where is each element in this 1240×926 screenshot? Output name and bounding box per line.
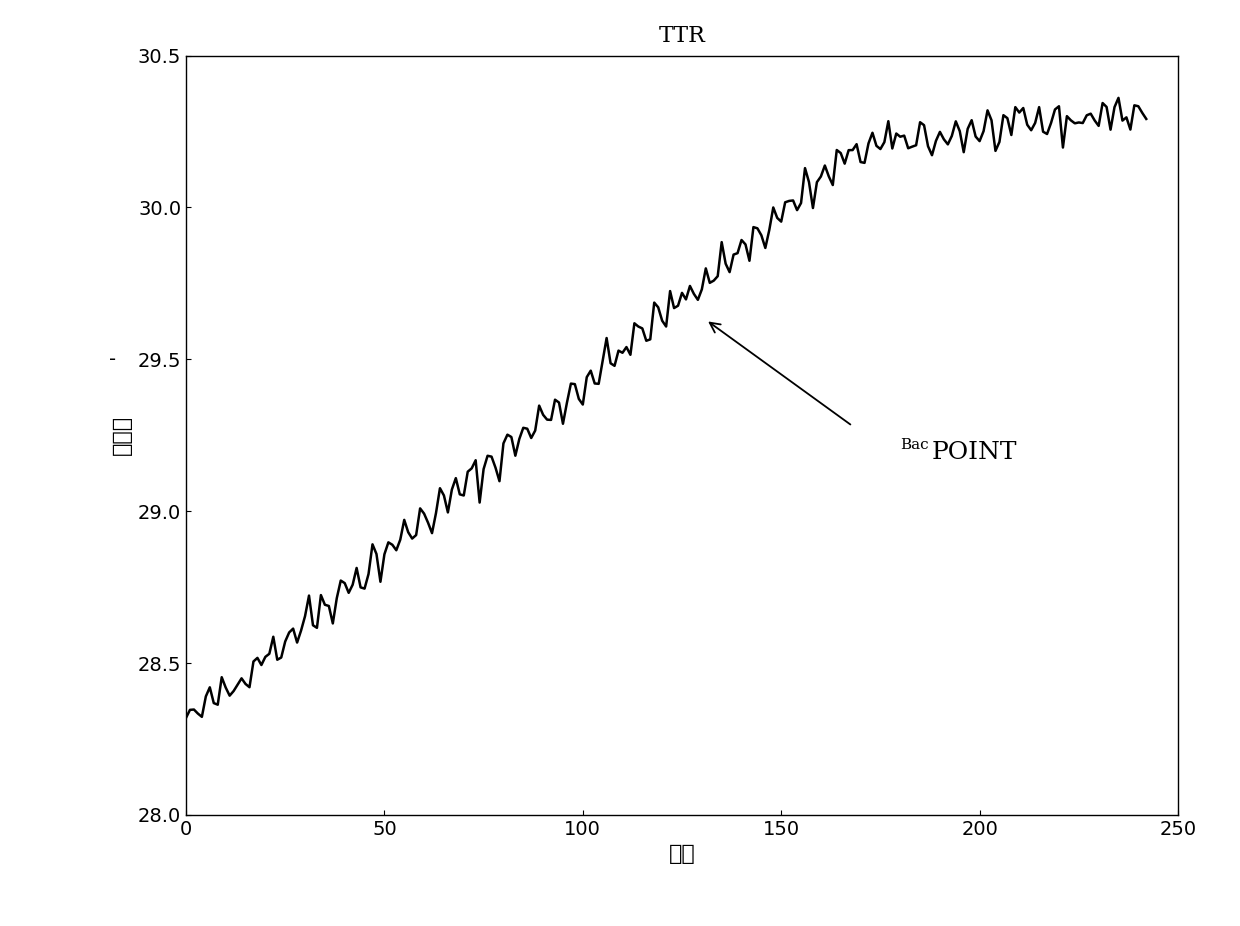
Y-axis label: 像素値: 像素値 xyxy=(112,415,133,456)
X-axis label: 帧数: 帧数 xyxy=(668,845,696,864)
Title: TTR: TTR xyxy=(658,25,706,46)
Text: Bac: Bac xyxy=(900,438,929,452)
Text: POINT: POINT xyxy=(932,442,1018,464)
Text: -: - xyxy=(109,350,117,369)
